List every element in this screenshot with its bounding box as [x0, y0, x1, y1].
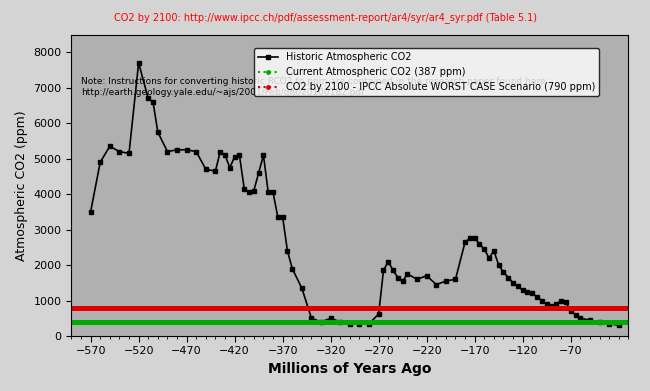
Current Atmospheric CO2 (387 ppm) — [75, 320, 83, 325]
Current Atmospheric CO2 (387 ppm) — [452, 320, 460, 325]
CO2 by 2100 - IPCC Absolute WORST CASE Scenario (790 ppm) — [625, 306, 632, 310]
Historic Atmospheric CO2 — [557, 298, 565, 303]
Historic Atmospheric CO2 — [86, 210, 94, 214]
Current Atmospheric CO2 (387 ppm) — [247, 320, 255, 325]
Line: Historic Atmospheric CO2: Historic Atmospheric CO2 — [88, 61, 621, 328]
CO2 by 2100 - IPCC Absolute WORST CASE Scenario (790 ppm) — [365, 306, 373, 310]
Historic Atmospheric CO2 — [135, 61, 142, 65]
Text: Note: Instructions for converting historic RCO2 to ppm are contained in the rese: Note: Instructions for converting histor… — [81, 77, 549, 97]
Line: Current Atmospheric CO2 (387 ppm): Current Atmospheric CO2 (387 ppm) — [70, 321, 630, 324]
Text: CO2 by 2100: http://www.ipcc.ch/pdf/assessment-report/ar4/syr/ar4_syr.pdf (Table: CO2 by 2100: http://www.ipcc.ch/pdf/asse… — [114, 12, 536, 23]
Historic Atmospheric CO2 — [466, 236, 474, 241]
Line: CO2 by 2100 - IPCC Absolute WORST CASE Scenario (790 ppm): CO2 by 2100 - IPCC Absolute WORST CASE S… — [70, 306, 630, 310]
Historic Atmospheric CO2 — [432, 282, 440, 287]
CO2 by 2100 - IPCC Absolute WORST CASE Scenario (790 ppm) — [351, 306, 359, 310]
Current Atmospheric CO2 (387 ppm) — [365, 320, 373, 325]
Historic Atmospheric CO2 — [615, 323, 623, 328]
Legend: Historic Atmospheric CO2, Current Atmospheric CO2 (387 ppm), CO2 by 2100 - IPCC : Historic Atmospheric CO2, Current Atmosp… — [255, 48, 599, 96]
CO2 by 2100 - IPCC Absolute WORST CASE Scenario (790 ppm) — [73, 306, 81, 310]
Y-axis label: Atmospheric CO2 (ppm): Atmospheric CO2 (ppm) — [15, 110, 28, 260]
CO2 by 2100 - IPCC Absolute WORST CASE Scenario (790 ppm) — [247, 306, 255, 310]
X-axis label: Millions of Years Ago: Millions of Years Ago — [268, 362, 432, 376]
CO2 by 2100 - IPCC Absolute WORST CASE Scenario (790 ppm) — [75, 306, 83, 310]
Current Atmospheric CO2 (387 ppm) — [73, 320, 81, 325]
Current Atmospheric CO2 (387 ppm) — [351, 320, 359, 325]
CO2 by 2100 - IPCC Absolute WORST CASE Scenario (790 ppm) — [452, 306, 460, 310]
Current Atmospheric CO2 (387 ppm) — [68, 320, 75, 325]
Historic Atmospheric CO2 — [480, 247, 488, 251]
Historic Atmospheric CO2 — [442, 279, 450, 283]
Current Atmospheric CO2 (387 ppm) — [625, 320, 632, 325]
Historic Atmospheric CO2 — [346, 321, 354, 326]
CO2 by 2100 - IPCC Absolute WORST CASE Scenario (790 ppm) — [68, 306, 75, 310]
